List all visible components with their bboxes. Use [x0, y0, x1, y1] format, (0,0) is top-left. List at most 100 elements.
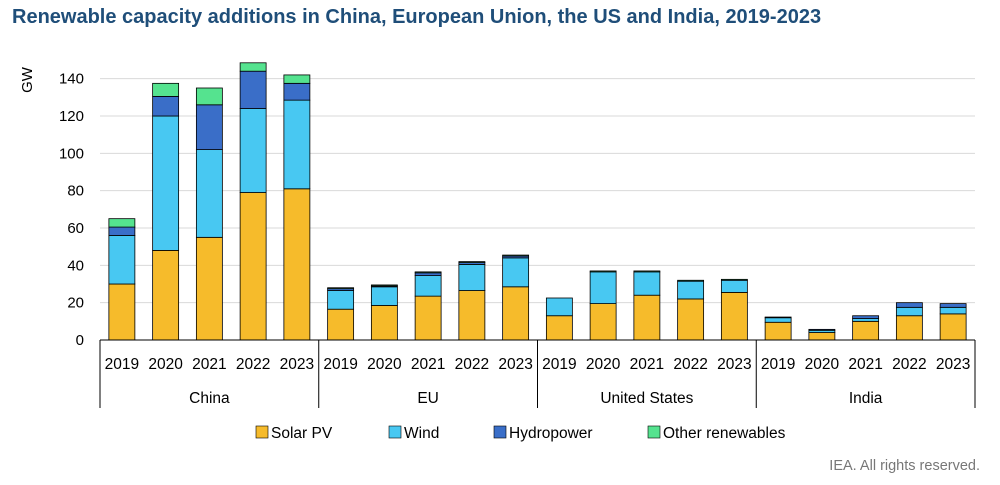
- bar-segment-other-renewables: [458, 261, 486, 263]
- bar-segment-solar-pv: [720, 291, 748, 341]
- bar-segment-solar-pv: [764, 321, 792, 341]
- x-tick-label: 2019: [542, 356, 576, 373]
- legend-label: Wind: [404, 425, 439, 442]
- x-group-label: EU: [417, 390, 439, 407]
- bar-segment-hydropower: [895, 302, 923, 308]
- bar-segment-wind: [370, 286, 398, 306]
- bar-segment-wind: [939, 306, 967, 315]
- bar-segment-hydropower: [195, 104, 223, 151]
- bar-segment-other-renewables: [502, 254, 530, 257]
- bar-segment-wind: [283, 99, 311, 190]
- bar-segment-wind: [545, 297, 573, 317]
- x-tick-label: 2021: [192, 356, 226, 373]
- x-tick-label: 2021: [630, 356, 664, 373]
- bar-segment-other-renewables: [108, 218, 136, 228]
- x-tick-label: 2020: [367, 356, 402, 373]
- y-tick-label: 100: [59, 145, 84, 162]
- bar-segment-solar-pv: [852, 320, 880, 341]
- x-tick-label: 2022: [892, 356, 926, 373]
- bar-segment-solar-pv: [152, 249, 180, 341]
- bar-segment-wind: [852, 318, 880, 322]
- bar-segment-solar-pv: [370, 305, 398, 341]
- bar-segment-wind: [239, 108, 267, 193]
- y-tick-label: 140: [59, 71, 84, 88]
- x-tick-label: 2023: [280, 356, 314, 373]
- bar-segment-hydropower: [108, 226, 136, 236]
- credit-text: IEA. All rights reserved.: [829, 458, 980, 474]
- y-tick-label: 20: [67, 295, 84, 312]
- bar-segment-other-renewables: [720, 278, 748, 281]
- x-group-label: India: [849, 390, 883, 407]
- bar-segment-other-renewables: [195, 87, 223, 106]
- bar-segment-solar-pv: [808, 332, 836, 341]
- bar-segment-solar-pv: [283, 188, 311, 341]
- bar-segment-wind: [895, 306, 923, 317]
- x-tick-label: 2022: [236, 356, 270, 373]
- bar-segment-other-renewables: [152, 82, 180, 97]
- x-tick-label: 2019: [761, 356, 795, 373]
- bar-segment-wind: [195, 149, 223, 238]
- x-axis: 2019 2020 2021 2022 2023 China 2019 2020 2021 202…: [99, 339, 976, 408]
- bar-segment-hydropower: [283, 82, 311, 101]
- x-tick-label: 2023: [717, 356, 751, 373]
- bar-segment-solar-pv: [939, 313, 967, 341]
- bar-segment-other-renewables: [633, 270, 661, 273]
- bar-segment-wind: [764, 317, 792, 323]
- bar-segment-other-renewables: [589, 270, 617, 273]
- bar-segment-wind: [458, 263, 486, 291]
- bar-segment-other-renewables: [677, 279, 705, 282]
- bar-segment-solar-pv: [414, 295, 442, 341]
- bar-segment-solar-pv: [108, 283, 136, 341]
- legend-swatch: [493, 425, 507, 439]
- legend-label: Other renewables: [663, 425, 786, 442]
- bar-segment-solar-pv: [895, 315, 923, 341]
- y-tick-label: 120: [59, 108, 84, 125]
- bar-segment-hydropower: [414, 272, 442, 276]
- bar-segment-solar-pv: [502, 286, 530, 341]
- y-tick-label: 80: [67, 183, 84, 200]
- legend-swatch: [388, 425, 402, 439]
- y-tick-label: 60: [67, 220, 84, 237]
- bar-segment-wind: [108, 235, 136, 285]
- bar-segment-hydropower: [852, 315, 880, 319]
- x-tick-label: 2022: [673, 356, 707, 373]
- bar-segment-solar-pv: [677, 298, 705, 341]
- bar-segment-wind: [677, 280, 705, 300]
- bar-segment-hydropower: [239, 70, 267, 109]
- bar-segment-other-renewables: [370, 284, 398, 287]
- bar-segment-solar-pv: [239, 192, 267, 341]
- bar-segment-wind: [502, 257, 530, 288]
- bar-segment-wind: [414, 275, 442, 297]
- x-group-label: United States: [600, 390, 693, 407]
- bar-segment-solar-pv: [589, 303, 617, 341]
- bar-segment-wind: [152, 115, 180, 251]
- bar-segment-hydropower: [939, 303, 967, 308]
- bar-segment-solar-pv: [633, 294, 661, 341]
- x-tick-label: 2020: [805, 356, 840, 373]
- bar-segment-wind: [633, 271, 661, 296]
- legend-swatch: [647, 425, 661, 439]
- bars: [108, 62, 967, 341]
- x-tick-label: 2019: [323, 356, 357, 373]
- y-tick-label: 0: [76, 332, 84, 349]
- x-tick-label: 2022: [455, 356, 489, 373]
- x-tick-label: 2021: [411, 356, 445, 373]
- y-axis-label: GW: [19, 66, 36, 93]
- x-tick-label: 2023: [936, 356, 970, 373]
- x-tick-label: 2020: [148, 356, 183, 373]
- bar-segment-solar-pv: [195, 236, 223, 341]
- bar-segment-solar-pv: [458, 290, 486, 341]
- x-tick-label: 2020: [586, 356, 621, 373]
- legend-label: Solar PV: [271, 425, 333, 442]
- bar-segment-wind: [589, 271, 617, 305]
- bar-segment-hydropower: [808, 328, 836, 331]
- gridlines: [100, 78, 975, 304]
- bar-segment-solar-pv: [327, 308, 355, 341]
- bar-segment-other-renewables: [327, 287, 355, 290]
- x-tick-label: 2019: [105, 356, 139, 373]
- bar-segment-hydropower: [152, 96, 180, 117]
- bar-segment-other-renewables: [239, 62, 267, 72]
- y-axis: 0 20 40 60 80 100 120 140 GW: [19, 66, 84, 349]
- legend: Solar PV Wind Hydropower Other renewables: [255, 425, 786, 442]
